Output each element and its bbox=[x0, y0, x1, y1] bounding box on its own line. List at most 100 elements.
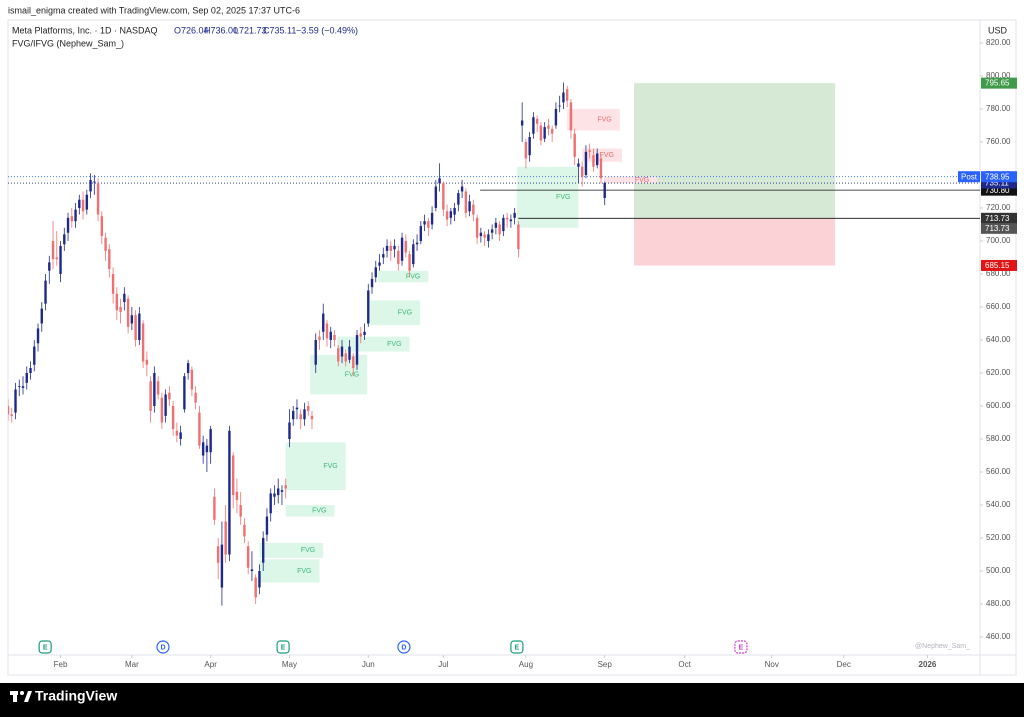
candle-body bbox=[74, 209, 77, 222]
candle-body bbox=[584, 151, 588, 175]
candle-body bbox=[520, 120, 524, 126]
entry-tag bbox=[981, 212, 1017, 224]
candle-body bbox=[374, 267, 377, 278]
candle-body bbox=[36, 328, 40, 344]
y-tick-label: 460.00 bbox=[986, 632, 1011, 641]
candle-body bbox=[153, 372, 156, 406]
candle-body bbox=[580, 166, 584, 177]
y-tick-label: 540.00 bbox=[986, 500, 1011, 509]
candle-body bbox=[569, 102, 573, 131]
candle-body bbox=[89, 179, 92, 192]
candle-body bbox=[543, 127, 546, 139]
candle-body bbox=[397, 250, 400, 265]
candle-body bbox=[442, 183, 445, 210]
candle-body bbox=[513, 212, 516, 218]
candle-body bbox=[310, 415, 314, 420]
candle-body bbox=[367, 290, 370, 324]
fvg-box bbox=[603, 176, 658, 184]
candle-body bbox=[8, 405, 10, 415]
candle-body bbox=[277, 488, 280, 496]
candle-body bbox=[314, 339, 317, 365]
candle-body bbox=[472, 204, 475, 215]
y-tick-label: 660.00 bbox=[986, 302, 1011, 311]
candle-body bbox=[389, 245, 392, 251]
candle-body bbox=[51, 240, 55, 260]
candle-body bbox=[423, 221, 426, 225]
fvg-label: FVG bbox=[301, 547, 315, 554]
candle-body bbox=[33, 346, 36, 365]
candle-body bbox=[434, 186, 438, 208]
event-icon bbox=[276, 640, 290, 654]
candle-body bbox=[228, 430, 231, 555]
candle-body bbox=[269, 493, 272, 514]
candle-body bbox=[149, 381, 152, 411]
candle-body bbox=[445, 211, 449, 220]
candle-body bbox=[59, 245, 62, 274]
candle-body bbox=[119, 306, 122, 312]
candle-body bbox=[363, 331, 366, 336]
candle-body bbox=[490, 229, 494, 233]
candle-body bbox=[573, 133, 576, 157]
candle-body bbox=[258, 571, 261, 588]
fvg-box bbox=[285, 442, 346, 491]
candle-body bbox=[509, 219, 513, 222]
candle-body bbox=[457, 193, 460, 205]
candle-body bbox=[48, 262, 51, 271]
candle-body bbox=[130, 315, 134, 324]
candle-body bbox=[539, 125, 543, 141]
candle-body bbox=[427, 221, 430, 228]
event-label: E bbox=[281, 644, 286, 651]
candle-body bbox=[239, 505, 242, 517]
candle-body bbox=[213, 496, 216, 520]
fvg-label: FVG bbox=[556, 194, 570, 201]
event-label: D bbox=[401, 644, 406, 651]
candle-body bbox=[108, 249, 111, 270]
candle-body bbox=[498, 224, 501, 235]
y-tick-label: 820.00 bbox=[986, 38, 1011, 47]
candle-body bbox=[123, 293, 126, 303]
candle-body bbox=[532, 117, 535, 134]
candle-body bbox=[190, 369, 194, 390]
fvg-label: FVG bbox=[600, 152, 614, 159]
candle-body bbox=[329, 331, 332, 340]
candle-body bbox=[505, 217, 509, 220]
fvg-box bbox=[378, 270, 429, 283]
currency: USD bbox=[988, 25, 1008, 35]
candle-body bbox=[261, 538, 265, 563]
candle-body bbox=[344, 353, 347, 362]
candle-body bbox=[550, 128, 554, 134]
event-icon bbox=[156, 640, 170, 654]
change: −3.59 (−0.49%) bbox=[296, 25, 358, 35]
candle-body bbox=[209, 429, 212, 453]
candle-body bbox=[535, 118, 539, 124]
candle-body bbox=[464, 191, 468, 213]
candle-body bbox=[25, 372, 28, 383]
candle-body bbox=[337, 348, 340, 362]
candle-body bbox=[100, 216, 104, 237]
candle-body bbox=[460, 186, 464, 192]
candle-body bbox=[370, 278, 374, 288]
candle-body bbox=[524, 141, 528, 159]
candle-body bbox=[175, 430, 179, 436]
last-price-tag bbox=[981, 177, 1017, 189]
post-price-tag-label: 738.95 bbox=[985, 172, 1010, 181]
candle-body bbox=[603, 183, 606, 199]
last-price-tag-label: 735.11 bbox=[985, 179, 1009, 188]
candle-body bbox=[400, 237, 404, 261]
candle-body bbox=[359, 333, 362, 337]
event-icon bbox=[734, 640, 748, 654]
candle-body bbox=[40, 308, 43, 324]
candle-body bbox=[502, 217, 505, 232]
fvg-box bbox=[370, 300, 421, 326]
x-tick-label: Feb bbox=[54, 660, 68, 669]
fvg-box bbox=[582, 148, 622, 162]
x-tick-label: Jul bbox=[438, 660, 448, 669]
candle-body bbox=[382, 254, 385, 258]
page-background bbox=[0, 0, 1024, 683]
candle-body bbox=[111, 273, 115, 294]
fvg-label: FVG bbox=[597, 117, 611, 124]
candle-body bbox=[303, 409, 306, 420]
candle-body bbox=[554, 108, 558, 126]
candle-body bbox=[318, 336, 321, 340]
candle-body bbox=[21, 386, 25, 388]
